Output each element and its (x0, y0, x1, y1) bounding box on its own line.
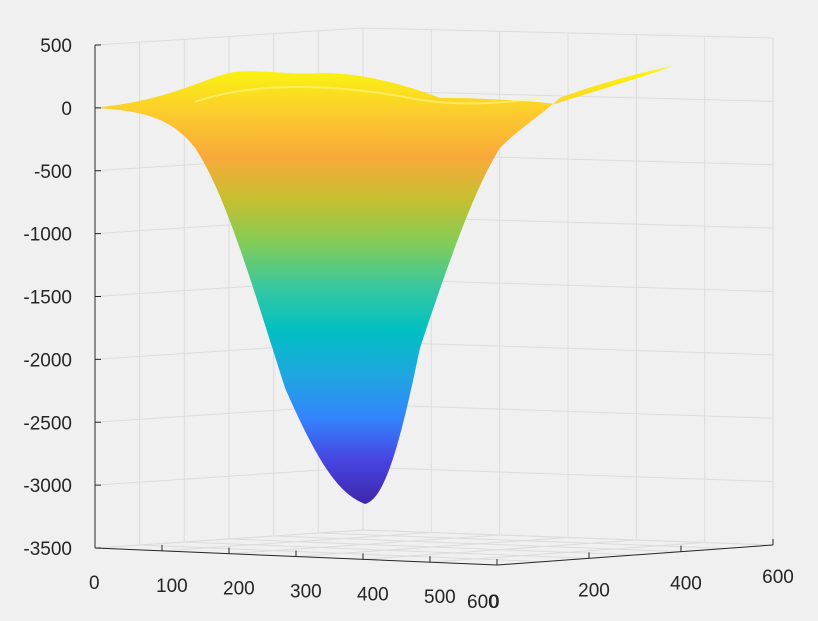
y-tick-label: 600 (762, 567, 794, 588)
y-axis-ticks: 0 200 400 600 (489, 539, 794, 613)
x-tick-label: 0 (89, 573, 100, 594)
z-tick-label: -500 (34, 162, 72, 183)
z-tick-label: 500 (40, 36, 72, 57)
surface (95, 65, 673, 504)
z-tick-label: -1500 (23, 288, 72, 309)
z-axis-ticks: 500 0 -500 -1000 -1500 -2000 -2500 -3000 -3500 (23, 36, 101, 560)
x-tick-label: 500 (424, 587, 456, 608)
z-tick-label: -3000 (23, 476, 72, 497)
z-tick-label: 0 (61, 99, 72, 120)
y-tick-label: 0 (489, 592, 500, 613)
floor-grid-line (362, 529, 774, 546)
surface-body (95, 65, 673, 504)
x-tick-label: 300 (290, 582, 322, 603)
y-tick-label: 200 (578, 580, 610, 601)
z-tick-label: -1000 (23, 225, 72, 246)
z-tick-label: -2500 (23, 413, 72, 434)
z-tick-label: -3500 (23, 539, 72, 560)
y-axis-line (496, 544, 774, 566)
x-tick-label: 600 (467, 592, 499, 613)
x-tick-label: 200 (223, 579, 255, 600)
x-axis-ticks: 0 100 200 300 400 500 600 (89, 542, 499, 613)
x-tick-label: 400 (357, 584, 389, 605)
x-tick-label: 100 (156, 576, 188, 597)
y-tick-label: 400 (670, 574, 702, 595)
z-tick-label: -2000 (23, 350, 72, 371)
surface-ridge (194, 86, 541, 105)
floor-grid-line (429, 542, 705, 563)
